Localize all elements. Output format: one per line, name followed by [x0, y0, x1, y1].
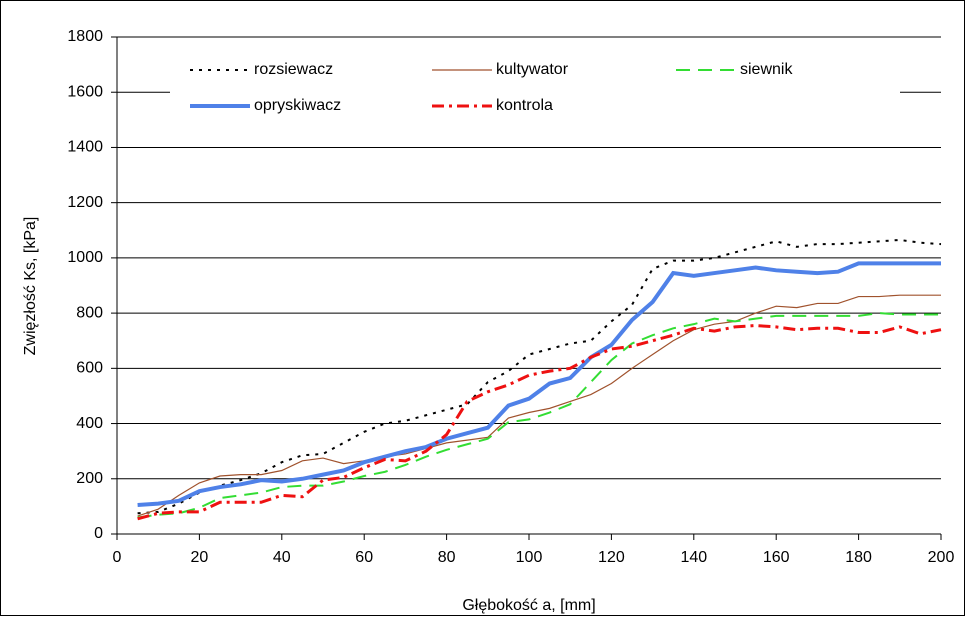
x-tick-label: 20 — [191, 549, 209, 566]
y-tick-label: 800 — [76, 304, 103, 321]
series-line — [137, 294, 941, 517]
legend-label: rozsiewacz — [254, 61, 333, 78]
legend-label: kultywator — [496, 61, 569, 78]
y-tick-label: 200 — [76, 470, 103, 487]
x-tick-label: 100 — [516, 549, 543, 566]
y-tick-label: 1800 — [67, 28, 103, 45]
legend-label: siewnik — [740, 61, 793, 78]
y-tick-label: 1400 — [67, 139, 103, 156]
x-tick-label: 40 — [273, 549, 291, 566]
legend-label: kontrola — [496, 97, 553, 114]
y-tick-label: 1200 — [67, 194, 103, 211]
y-axis-title: Zwięzłość Ks, [kPa] — [22, 217, 39, 356]
x-tick-label: 80 — [438, 549, 456, 566]
y-tick-label: 1000 — [67, 249, 103, 266]
legend-box — [170, 52, 900, 124]
y-tick-label: 0 — [94, 525, 103, 542]
y-tick-label: 1600 — [67, 83, 103, 100]
x-tick-label: 160 — [763, 549, 790, 566]
x-tick-label: 120 — [598, 549, 625, 566]
x-tick-label: 200 — [928, 549, 955, 566]
y-tick-label: 600 — [76, 360, 103, 377]
x-tick-label: 140 — [680, 549, 707, 566]
x-axis-title: Głębokość a, [mm] — [462, 597, 595, 614]
legend-label: opryskiwacz — [254, 97, 341, 114]
series-line — [137, 238, 942, 515]
series-line — [137, 261, 941, 508]
x-tick-label: 180 — [845, 549, 872, 566]
x-tick-label: 60 — [355, 549, 373, 566]
y-tick-label: 400 — [76, 415, 103, 432]
x-tick-label: 0 — [113, 549, 122, 566]
series-line — [137, 312, 941, 519]
